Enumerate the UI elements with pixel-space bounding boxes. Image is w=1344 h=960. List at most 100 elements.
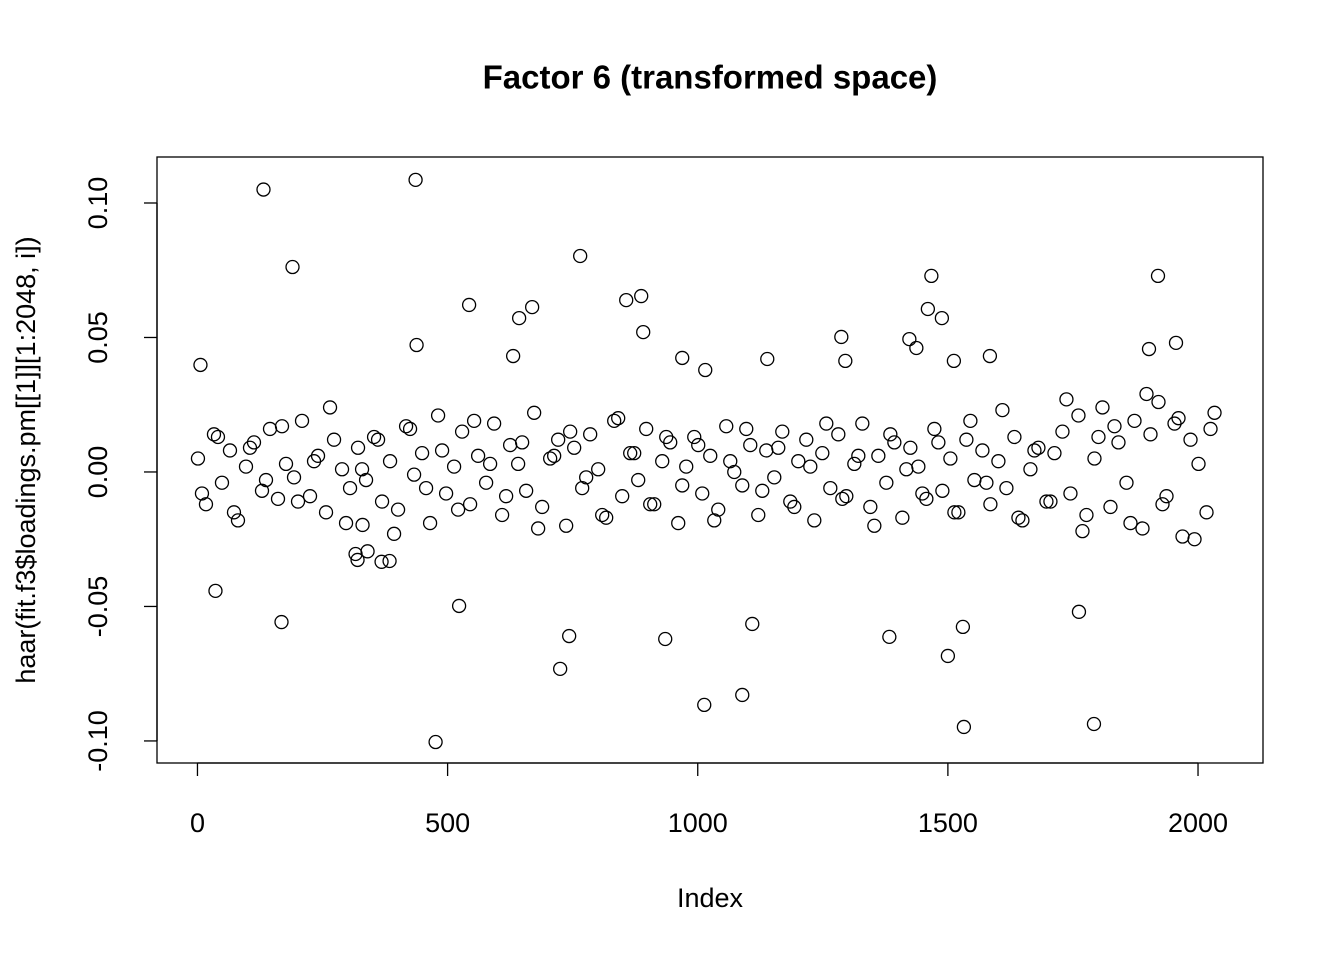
point <box>607 413 622 429</box>
point <box>695 486 710 501</box>
point <box>505 348 521 364</box>
point <box>940 648 956 664</box>
point <box>1199 505 1214 520</box>
point <box>454 424 470 439</box>
point <box>679 459 694 474</box>
point <box>759 443 774 458</box>
point <box>1107 419 1122 434</box>
point <box>575 480 590 496</box>
point <box>803 459 818 474</box>
point <box>819 416 834 431</box>
y-tick-label: -0.05 <box>83 576 113 638</box>
point <box>927 421 942 437</box>
point <box>498 489 514 504</box>
point <box>230 513 246 528</box>
point <box>615 489 630 504</box>
point <box>262 421 278 437</box>
point <box>573 248 588 264</box>
y-tick-label: 0.10 <box>83 177 113 230</box>
point <box>563 424 578 439</box>
point <box>302 489 318 504</box>
x-axis-label: Index <box>677 883 744 913</box>
point <box>422 515 438 531</box>
point <box>631 472 646 488</box>
point <box>446 459 462 474</box>
point <box>655 454 670 469</box>
point <box>767 470 782 485</box>
point <box>525 299 540 315</box>
point <box>354 462 370 477</box>
point <box>1151 394 1166 410</box>
point <box>735 478 750 493</box>
point <box>895 510 910 525</box>
point <box>374 554 389 569</box>
point <box>963 413 978 429</box>
point <box>206 427 222 442</box>
point <box>691 437 706 453</box>
point <box>334 462 350 477</box>
point <box>270 491 286 507</box>
point <box>920 301 936 317</box>
point <box>887 435 902 450</box>
point <box>286 470 302 485</box>
point <box>382 553 397 569</box>
point <box>755 483 770 498</box>
point <box>518 483 534 498</box>
point <box>983 497 998 512</box>
point <box>760 351 775 367</box>
point <box>1095 400 1110 415</box>
point <box>1007 429 1022 445</box>
point <box>238 459 254 474</box>
point <box>418 480 434 496</box>
point <box>1023 462 1038 477</box>
point <box>494 507 510 523</box>
point <box>935 483 950 498</box>
point <box>883 427 898 442</box>
point <box>999 480 1014 496</box>
point <box>258 472 274 488</box>
point <box>1159 489 1174 504</box>
point <box>370 432 386 447</box>
point <box>338 515 354 531</box>
point <box>478 475 494 490</box>
point <box>899 462 914 477</box>
point <box>358 472 374 488</box>
point <box>428 734 443 750</box>
point <box>595 507 610 523</box>
point <box>787 499 802 515</box>
point <box>274 614 289 630</box>
point <box>342 480 358 496</box>
point <box>510 456 526 472</box>
point <box>193 357 208 373</box>
point <box>838 353 853 369</box>
point <box>967 472 982 488</box>
point <box>450 502 466 517</box>
point <box>502 437 518 453</box>
point <box>915 486 930 501</box>
point <box>634 288 649 304</box>
point <box>591 462 606 477</box>
y-tick-label: 0.05 <box>83 311 113 364</box>
point <box>723 454 738 469</box>
point <box>579 470 594 485</box>
point <box>414 445 430 461</box>
point <box>1207 405 1222 420</box>
point <box>1011 510 1026 525</box>
point <box>943 451 958 466</box>
point <box>285 259 300 275</box>
point <box>611 411 626 426</box>
point <box>360 544 375 559</box>
point <box>951 505 966 520</box>
point <box>451 598 467 614</box>
point <box>727 464 742 480</box>
point <box>659 429 674 445</box>
point <box>799 432 814 447</box>
point <box>946 353 962 369</box>
point <box>1155 497 1170 512</box>
point <box>647 497 662 512</box>
point <box>535 499 550 515</box>
point <box>851 448 866 463</box>
point <box>934 310 950 326</box>
point <box>839 489 854 504</box>
point <box>1187 532 1202 547</box>
